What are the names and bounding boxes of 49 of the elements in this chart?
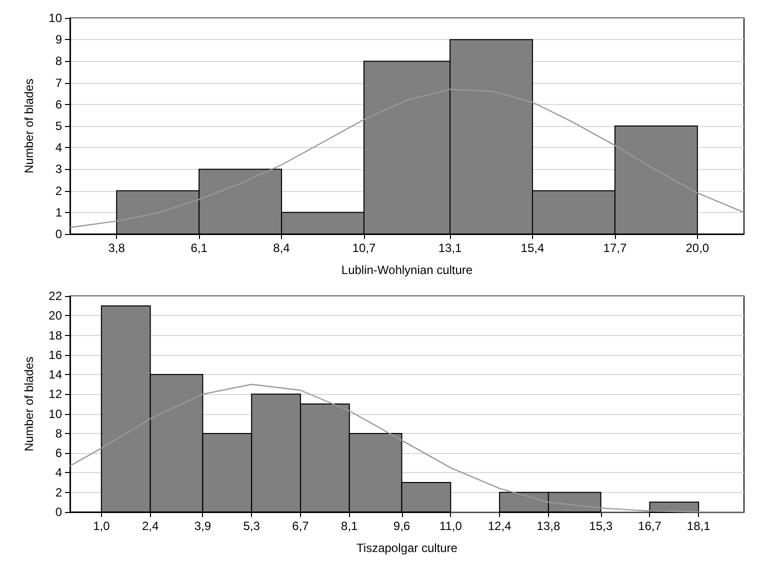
y-tick-label: 8: [55, 54, 62, 68]
y-tick-label: 3: [55, 162, 62, 176]
x-tick-label: 8,4: [273, 241, 290, 255]
x-tick-label: 15,3: [589, 519, 613, 533]
y-tick-label: 10: [48, 406, 62, 421]
y-axis-title: Number of blades: [22, 78, 36, 174]
y-tick-label: 10: [48, 11, 62, 25]
x-tick-label: 3,8: [108, 241, 126, 255]
x-tick-label: 3,9: [194, 519, 212, 533]
y-tick-label: 8: [55, 426, 62, 440]
x-tick-label: 6,1: [190, 241, 208, 255]
y-axis-title: Number of blades: [22, 356, 36, 452]
y-tick-label: 0: [55, 505, 62, 519]
y-tick-label: 4: [55, 466, 62, 480]
x-tick-label: 10,7: [352, 241, 376, 255]
y-tick-label: 16: [48, 348, 62, 362]
x-tick-label: 8,1: [341, 519, 358, 533]
x-tick-label: 15,4: [520, 241, 544, 255]
x-tick-label: 1,0: [93, 519, 110, 533]
y-tick-label: 6: [55, 446, 62, 460]
x-tick-label: 13,1: [438, 241, 462, 255]
x-tick-label: 5,3: [243, 519, 260, 533]
y-tick-label: 14: [48, 368, 62, 382]
y-tick-label: 18: [48, 328, 62, 342]
x-tick-label: 17,7: [603, 241, 627, 255]
y-tick-label: 9: [55, 32, 62, 47]
y-tick-label: 4: [55, 140, 62, 155]
y-tick-label: 12: [48, 387, 62, 402]
y-tick-label: 2: [55, 184, 62, 198]
x-tick-label: 16,7: [638, 519, 662, 533]
y-tick-label: 22: [48, 289, 62, 303]
x-tick-label: 11,0: [439, 519, 462, 533]
x-axis-title: Lublin-Wohlynian culture: [341, 263, 473, 277]
x-tick-label: 12,4: [488, 519, 512, 533]
x-axis-title: Tiszapolgar culture: [356, 541, 458, 555]
y-tick-label: 2: [55, 485, 62, 500]
y-tick-label: 0: [55, 227, 62, 241]
y-tick-label: 20: [48, 308, 62, 323]
x-tick-label: 20,0: [686, 241, 710, 255]
x-tick-label: 9,6: [393, 519, 410, 533]
y-tick-label: 1: [55, 205, 62, 220]
y-tick-label: 7: [55, 76, 62, 90]
y-tick-label: 5: [55, 119, 62, 133]
x-tick-label: 13,8: [536, 519, 560, 533]
x-tick-label: 2,4: [142, 519, 159, 533]
line-series: [69, 88, 745, 228]
x-tick-label: 18,1: [686, 519, 711, 533]
x-tick-label: 6,7: [292, 519, 310, 533]
y-tick-label: 6: [55, 97, 62, 112]
